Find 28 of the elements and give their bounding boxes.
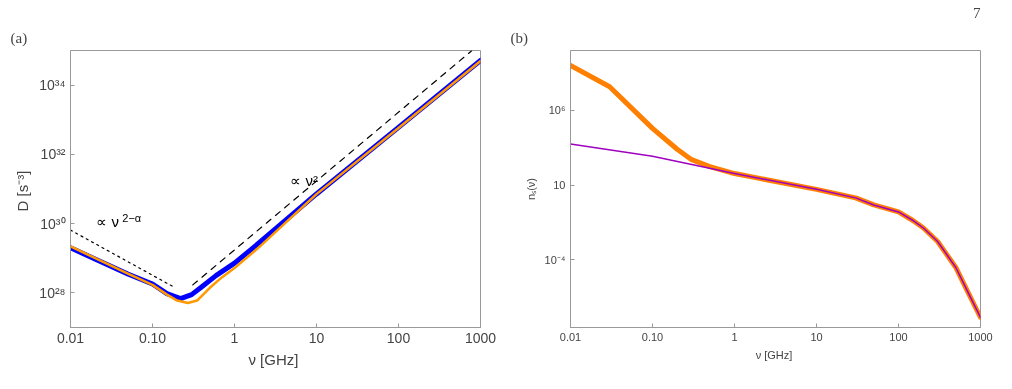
y-tick-label: 10³⁴ [39, 77, 66, 94]
annotation: ∝ ν2−α [96, 211, 142, 231]
y-axis-title: D [s⁻³] [14, 170, 32, 212]
x-tick-label: 1 [731, 330, 738, 343]
y-tick-label: 10 [553, 179, 566, 192]
y-tick-label: 10³² [40, 146, 66, 163]
y-tick-label: 10²⁸ [39, 284, 66, 301]
x-tick-label: 0.10 [138, 329, 167, 346]
y-tick-label: 10³⁰ [40, 215, 66, 232]
y-tick-label: 10⁻⁴ [544, 253, 566, 266]
y-tick-label: 10⁶ [548, 104, 566, 117]
chart-title: (a) [10, 29, 28, 47]
x-tick-label: 0.01 [56, 329, 85, 346]
x-tick-label: 0.01 [559, 330, 582, 343]
text: 7 [973, 4, 981, 21]
annotation: ∝ ν² [290, 172, 319, 190]
x-tick-label: 1000 [968, 330, 993, 343]
x-axis-title: ν [GHz] [755, 348, 793, 361]
x-tick-label: 100 [386, 329, 411, 346]
chart-title: (b) [510, 29, 528, 47]
x-tick-label: 10 [308, 329, 325, 346]
x-axis-title: ν [GHz] [248, 350, 299, 368]
x-tick-label: 1000 [464, 329, 497, 346]
x-tick-label: 100 [889, 330, 908, 343]
y-axis-title: nₛ(ν) [524, 178, 537, 200]
x-tick-label: 0.10 [641, 330, 664, 343]
x-tick-label: 1 [230, 329, 239, 346]
x-tick-label: 10 [810, 330, 823, 343]
